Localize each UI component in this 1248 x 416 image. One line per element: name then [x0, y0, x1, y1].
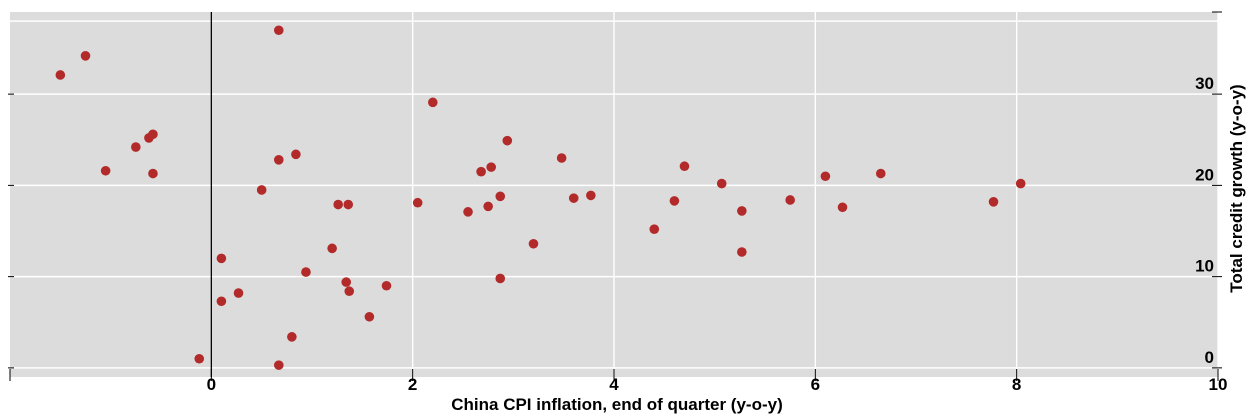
data-point	[988, 197, 999, 207]
data-point	[1015, 178, 1026, 189]
data-point	[344, 286, 355, 297]
data-point	[495, 273, 506, 284]
data-point	[273, 360, 284, 370]
data-point	[837, 202, 848, 213]
data-points	[55, 25, 1026, 370]
data-point	[273, 25, 284, 36]
x-tick-label: 10	[1209, 375, 1228, 394]
y-axis-title: Total credit growth (y-o-y)	[1227, 84, 1246, 292]
data-point	[341, 277, 352, 287]
x-axis-title: China CPI inflation, end of quarter (y-o…	[451, 395, 783, 414]
data-point	[875, 168, 886, 179]
data-point	[291, 149, 301, 160]
y-tick-label: 30	[1195, 74, 1214, 93]
data-point	[820, 171, 831, 182]
data-point	[194, 353, 205, 364]
y-tick-label: 0	[1205, 348, 1214, 367]
data-point	[100, 165, 111, 176]
data-point	[131, 142, 141, 152]
data-point	[412, 197, 423, 208]
data-point	[301, 267, 311, 277]
y-axis-ticks: 0 10 20 30	[8, 11, 1222, 369]
data-point	[148, 168, 158, 179]
data-point	[486, 162, 496, 172]
x-tick-label: 6	[811, 375, 820, 394]
data-point	[556, 153, 567, 163]
data-point	[80, 51, 91, 61]
x-tick-label: 0	[207, 375, 216, 394]
x-tick-label: 4	[609, 375, 619, 394]
data-point	[649, 224, 660, 234]
data-point	[669, 196, 680, 206]
data-point	[327, 243, 337, 254]
data-point	[364, 311, 375, 322]
data-point	[716, 178, 727, 189]
data-point	[785, 195, 795, 205]
data-point	[148, 129, 158, 140]
data-point	[495, 191, 506, 202]
data-point	[737, 247, 747, 257]
data-point	[343, 199, 354, 210]
x-tick-label: 2	[408, 375, 417, 394]
data-point	[381, 280, 392, 291]
x-axis-ticks: 0 2 4 6 8 10	[9, 369, 1228, 394]
y-tick-label: 10	[1195, 257, 1214, 276]
data-point	[333, 199, 343, 210]
data-point	[463, 207, 473, 217]
data-point	[216, 253, 227, 264]
data-point	[528, 238, 539, 249]
data-point	[273, 155, 284, 165]
data-point	[737, 206, 747, 216]
data-point	[586, 190, 596, 201]
data-point	[679, 161, 690, 172]
data-point	[216, 296, 227, 307]
data-point	[502, 135, 513, 146]
data-point	[483, 201, 493, 212]
data-point	[55, 70, 66, 80]
data-point	[233, 288, 244, 298]
data-point	[428, 97, 438, 108]
y-tick-label: 20	[1195, 165, 1214, 184]
data-point	[287, 332, 297, 342]
data-point	[476, 166, 486, 177]
data-point	[256, 185, 267, 195]
data-point	[568, 193, 579, 203]
x-tick-label: 8	[1012, 375, 1021, 394]
